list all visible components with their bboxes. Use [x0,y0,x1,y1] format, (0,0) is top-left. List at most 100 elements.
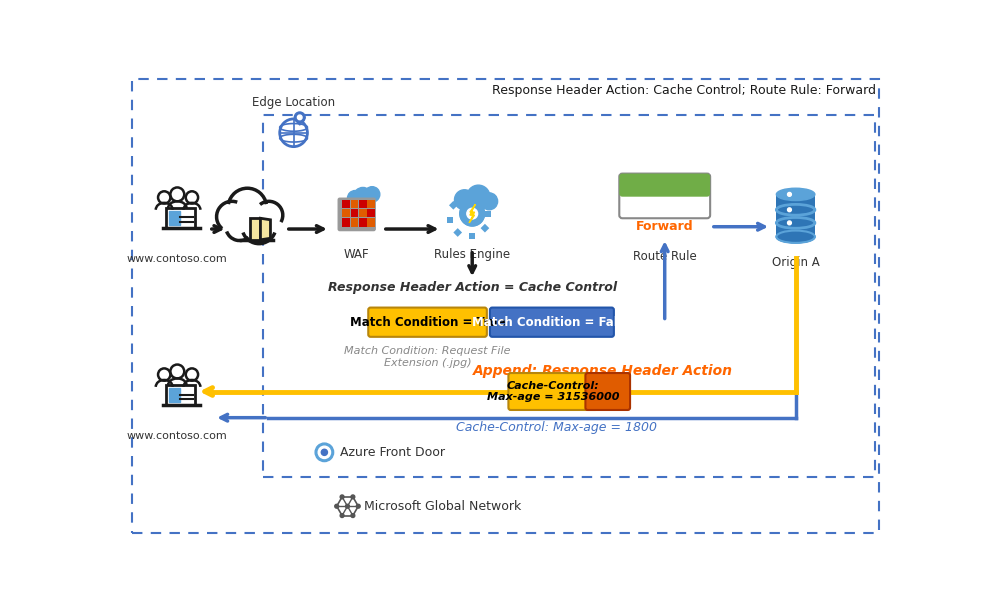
Text: Match Condition = False: Match Condition = False [471,316,632,328]
Circle shape [351,495,355,499]
FancyBboxPatch shape [166,385,195,405]
Circle shape [466,185,490,208]
Text: Cache-Control: Max-age = 1800: Cache-Control: Max-age = 1800 [457,421,658,434]
Bar [351,218,358,227]
Circle shape [217,201,247,232]
Bar [454,228,462,237]
Polygon shape [469,204,475,223]
Circle shape [280,119,308,147]
Circle shape [481,193,498,210]
Bar [449,201,458,210]
Bar [480,224,489,233]
Circle shape [295,112,305,123]
Circle shape [340,495,344,499]
Circle shape [321,449,327,456]
Circle shape [365,187,380,202]
Circle shape [316,443,333,462]
FancyBboxPatch shape [509,373,598,410]
Circle shape [455,190,474,210]
Bar [342,209,350,218]
Bar [169,211,179,225]
Text: Route Rule: Route Rule [633,250,696,263]
Bar [469,233,475,239]
Circle shape [171,365,184,378]
Circle shape [185,368,198,381]
Text: WAF: WAF [344,248,370,261]
Text: www.contoso.com: www.contoso.com [127,254,228,264]
Bar [342,218,350,227]
FancyBboxPatch shape [619,173,710,218]
Bar [359,209,367,218]
Polygon shape [260,218,270,240]
Circle shape [347,190,363,206]
Circle shape [318,446,330,459]
Circle shape [788,193,792,196]
Circle shape [340,514,344,518]
Circle shape [158,368,171,381]
Bar [368,209,376,218]
Bar [359,218,367,227]
Bar [447,217,453,223]
Circle shape [226,213,253,241]
Bar [776,195,814,237]
Ellipse shape [776,188,814,201]
Text: Append: Response Header Action: Append: Response Header Action [473,364,734,378]
Text: Cache-Control:
Max-age = 31536000: Cache-Control: Max-age = 31536000 [487,381,619,402]
Circle shape [228,188,266,227]
FancyBboxPatch shape [166,208,195,228]
Text: Response Header Action = Cache Control: Response Header Action = Cache Control [327,281,617,294]
Circle shape [255,201,283,229]
FancyBboxPatch shape [586,373,630,410]
FancyBboxPatch shape [368,308,487,337]
Circle shape [217,201,247,232]
Circle shape [354,187,372,206]
Circle shape [242,210,276,244]
Text: Microsoft Global Network: Microsoft Global Network [365,500,522,513]
Ellipse shape [776,204,814,215]
Bar [169,388,179,402]
FancyBboxPatch shape [619,173,710,197]
Circle shape [226,213,253,241]
Bar [351,200,358,208]
Bar [263,115,875,477]
Polygon shape [295,118,305,125]
Circle shape [459,201,484,226]
Text: Match Condition: Request File
Extension (.jpg): Match Condition: Request File Extension … [344,346,511,368]
Circle shape [466,208,477,219]
FancyBboxPatch shape [338,198,376,230]
Bar [249,218,260,240]
Ellipse shape [776,218,814,228]
Circle shape [242,210,276,244]
Circle shape [345,504,349,508]
Circle shape [788,208,792,211]
Text: Edge Location: Edge Location [252,96,335,109]
Text: Forward: Forward [636,220,693,233]
Circle shape [171,187,184,201]
Text: Azure Front Door: Azure Front Door [340,446,445,459]
Circle shape [158,191,171,204]
Bar [351,209,358,218]
Text: Origin A: Origin A [772,256,819,269]
Bar [342,200,350,208]
Circle shape [459,201,484,226]
Circle shape [228,188,266,227]
Ellipse shape [776,230,814,243]
Circle shape [356,504,360,508]
Circle shape [335,504,338,508]
Text: Match Condition = True: Match Condition = True [350,316,505,328]
Text: Rules Engine: Rules Engine [434,248,511,261]
Bar [476,196,485,205]
Bar [463,195,469,201]
Bar [368,200,376,208]
Circle shape [788,221,792,225]
FancyBboxPatch shape [490,308,614,337]
Circle shape [255,201,283,229]
Text: Response Header Action: Cache Control; Route Rule: Forward: Response Header Action: Cache Control; R… [492,84,877,98]
Bar [368,218,376,227]
Bar [622,184,707,193]
Circle shape [351,514,355,518]
Circle shape [185,191,198,204]
Bar [485,210,491,217]
Circle shape [298,115,302,120]
Text: www.contoso.com: www.contoso.com [127,431,228,441]
